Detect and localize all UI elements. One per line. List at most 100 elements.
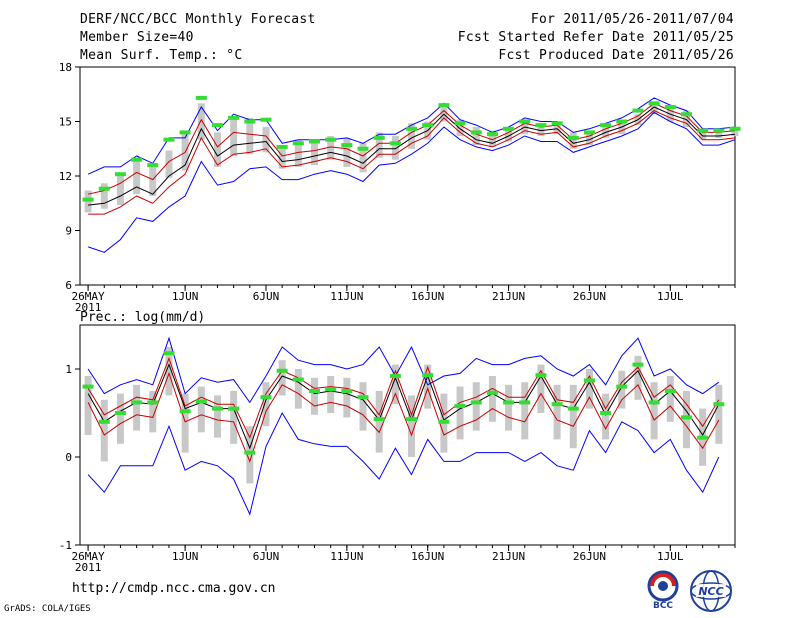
temp-marker [470,130,482,135]
prec-ensemble-box [375,391,383,453]
prec-marker [486,390,498,395]
prec-xtick-label: 1JUL [657,550,684,563]
temp-ensemble-box [391,136,399,160]
prec-line-lower [87,371,720,463]
prec-panel-title: Prec.: log(mm/d) [80,310,205,325]
source-url[interactable]: http://cmdp.ncc.cma.gov.cn [72,581,276,596]
prec-ensemble-box [585,369,593,409]
prec-xtick-label: 16JUN [411,550,444,563]
prec-ensemble-box [230,391,238,444]
prec-xtick-label: 26MAY [72,550,105,563]
temp-marker [292,141,304,146]
temp-ensemble-box [116,174,124,206]
temp-marker [697,128,709,133]
prec-ensemble-box [715,384,723,444]
prec-marker [600,411,612,415]
temp-ytick-label: 9 [65,225,72,238]
prec-xtick-year: 2011 [75,561,102,574]
temp-xtick-label: 16JUN [411,290,444,303]
temp-ensemble-box [505,126,513,142]
temp-marker [664,104,676,109]
prec-marker [211,406,223,411]
prec-ytick-label: -1 [59,539,72,552]
prec-ensemble-box [472,382,480,431]
prec-marker [616,384,628,389]
prec-ensemble-box [424,364,432,409]
prec-marker [82,384,94,389]
prec-ensemble-box [116,393,124,444]
temp-marker [600,123,612,128]
prec-line-max [87,336,720,404]
temp-ensemble-box [230,119,238,157]
temp-ensemble-box [408,123,416,149]
prec-marker [373,417,385,422]
temp-ensemble-box [197,103,205,140]
prec-marker [583,378,595,383]
temp-ensemble-box [456,119,464,137]
prec-marker [535,373,547,378]
prec-ensemble-box [246,426,254,484]
prec-marker [244,450,256,455]
temp-ensemble-box [537,123,545,137]
temp-xtick-year: 2011 [75,301,102,314]
temp-ensemble-box [650,103,658,115]
grads-credit: GrADS: COLA/IGES [4,604,91,614]
temp-ensemble-box [246,117,254,155]
prec-marker [454,403,466,408]
prec-ensemble-box [100,399,108,462]
temp-marker [309,139,321,144]
temp-marker [131,157,143,162]
temp-marker [341,143,353,148]
temp-ensemble-box [262,126,270,153]
temp-ytick-label: 15 [59,116,72,129]
temp-ensemble-box [343,137,351,167]
temp-ensemble-box [327,136,335,160]
temp-marker [179,130,191,135]
temp-marker [729,126,741,131]
temp-ensemble-box [472,126,480,146]
temp-marker [713,128,725,133]
prec-marker [357,395,369,400]
temp-marker [260,117,272,122]
prec-ensemble-box [666,376,674,422]
temp-marker [163,137,175,142]
temp-marker [406,126,418,131]
temp-xtick-label: 21JUN [492,290,525,303]
prec-ensemble-box [521,382,529,440]
prec-marker [292,377,304,382]
prec-ensemble-box [505,384,513,431]
prec-marker [260,395,272,400]
temp-ensemble-box [618,121,626,135]
variable-label: Mean Surf. Temp.: °C [80,48,243,63]
temp-marker [357,146,369,151]
prec-marker [680,415,692,420]
temp-marker [325,137,337,142]
prec-ensemble-box [149,391,157,433]
temp-ensemble-box [149,166,157,196]
prec-ensemble-box [537,364,545,413]
temp-ensemble-box [440,103,448,122]
temp-ensemble-box [133,159,141,195]
prec-marker [131,400,143,405]
temp-line-max [87,97,736,175]
prec-marker [648,400,660,405]
prec-marker [389,374,401,379]
forecast-start-date: Fcst Started Refer Date 2011/05/25 [457,30,734,45]
prec-frame [79,324,736,546]
temp-marker [114,172,126,177]
prec-marker [163,351,175,356]
prec-line-min [87,411,720,516]
temp-marker [211,123,223,128]
temp-ensemble-box [165,150,173,178]
temp-line-mean [88,106,736,206]
prec-xtick-label: 21JUN [492,550,525,563]
temp-marker [373,135,385,140]
temp-marker [454,121,466,126]
temp-marker [567,135,579,140]
prec-line-mean [87,363,720,450]
prec-marker [276,368,288,373]
temp-ensemble-box [715,130,723,138]
temp-ensemble-box [488,130,496,147]
prec-ensemble-box [181,393,189,453]
